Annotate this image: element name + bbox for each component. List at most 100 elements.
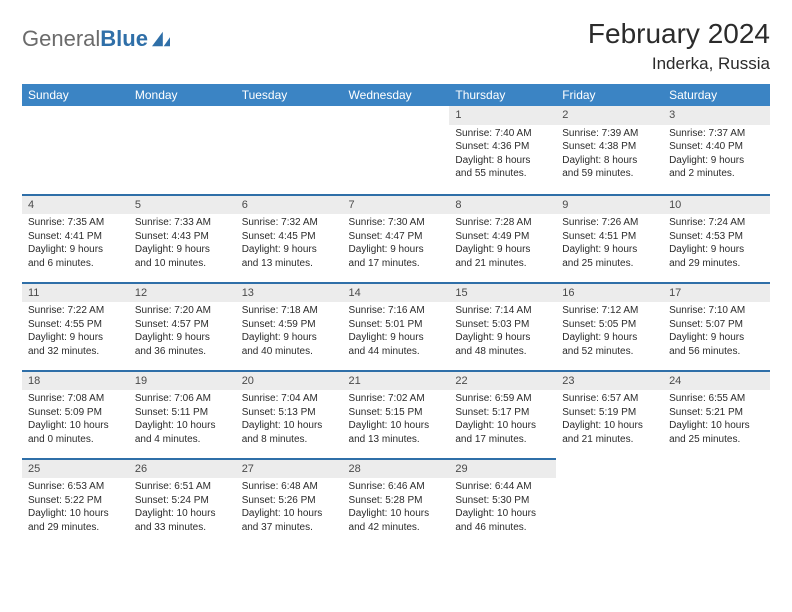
cell-line: Daylight: 9 hours: [349, 243, 444, 257]
day-number: 21: [343, 371, 450, 391]
cell-line: Sunset: 4:59 PM: [242, 318, 337, 332]
cell-line: Sunset: 4:41 PM: [28, 230, 123, 244]
cell-line: Sunrise: 7:24 AM: [669, 216, 764, 230]
cell-line: Daylight: 8 hours: [455, 154, 550, 168]
day-number: 29: [449, 459, 556, 479]
cell-line: Sunrise: 6:59 AM: [455, 392, 550, 406]
cell-line: Daylight: 10 hours: [28, 507, 123, 521]
day-number: 20: [236, 371, 343, 391]
cell-line: Sunrise: 6:53 AM: [28, 480, 123, 494]
calendar-cell: [663, 458, 770, 546]
cell-line: and 36 minutes.: [135, 345, 230, 359]
cell-line: Sunset: 4:57 PM: [135, 318, 230, 332]
cell-line: Sunset: 5:21 PM: [669, 406, 764, 420]
calendar-cell: [22, 106, 129, 194]
cell-line: Daylight: 9 hours: [562, 331, 657, 345]
cell-line: Sunrise: 7:26 AM: [562, 216, 657, 230]
cell-line: Daylight: 9 hours: [135, 243, 230, 257]
brand-part1: General: [22, 26, 100, 51]
cell-line: Daylight: 10 hours: [242, 507, 337, 521]
cell-line: Sunrise: 7:20 AM: [135, 304, 230, 318]
cell-line: Sunset: 4:53 PM: [669, 230, 764, 244]
cell-line: Sunset: 5:24 PM: [135, 494, 230, 508]
cell-line: Daylight: 9 hours: [455, 243, 550, 257]
cell-line: Daylight: 8 hours: [562, 154, 657, 168]
cell-line: and 52 minutes.: [562, 345, 657, 359]
day-number: 26: [129, 459, 236, 479]
day-header: Wednesday: [343, 84, 450, 106]
cell-line: Sunset: 4:36 PM: [455, 140, 550, 154]
day-number: 4: [22, 195, 129, 215]
cell-line: Sunrise: 6:48 AM: [242, 480, 337, 494]
calendar-week: 1Sunrise: 7:40 AMSunset: 4:36 PMDaylight…: [22, 106, 770, 194]
calendar-week: 11Sunrise: 7:22 AMSunset: 4:55 PMDayligh…: [22, 282, 770, 370]
cell-line: and 46 minutes.: [455, 521, 550, 535]
cell-line: and 17 minutes.: [455, 433, 550, 447]
location: Inderka, Russia: [588, 54, 770, 74]
day-number: 8: [449, 195, 556, 215]
calendar-cell: 18Sunrise: 7:08 AMSunset: 5:09 PMDayligh…: [22, 370, 129, 458]
cell-line: Daylight: 9 hours: [28, 243, 123, 257]
cell-line: Sunrise: 7:32 AM: [242, 216, 337, 230]
cell-line: Sunrise: 7:22 AM: [28, 304, 123, 318]
day-number: 15: [449, 283, 556, 303]
cell-line: and 6 minutes.: [28, 257, 123, 271]
cell-line: Daylight: 10 hours: [135, 507, 230, 521]
calendar-cell: 10Sunrise: 7:24 AMSunset: 4:53 PMDayligh…: [663, 194, 770, 282]
cell-line: Sunset: 4:51 PM: [562, 230, 657, 244]
calendar-cell: [556, 458, 663, 546]
cell-line: Sunset: 4:40 PM: [669, 140, 764, 154]
cell-line: Sunrise: 6:51 AM: [135, 480, 230, 494]
cell-line: Sunrise: 7:02 AM: [349, 392, 444, 406]
cell-line: and 37 minutes.: [242, 521, 337, 535]
cell-line: Daylight: 10 hours: [455, 419, 550, 433]
cell-line: and 48 minutes.: [455, 345, 550, 359]
day-number: 24: [663, 371, 770, 391]
cell-line: Sunset: 4:38 PM: [562, 140, 657, 154]
cell-line: Sunset: 4:49 PM: [455, 230, 550, 244]
cell-line: and 25 minutes.: [562, 257, 657, 271]
day-number: 7: [343, 195, 450, 215]
calendar-cell: 15Sunrise: 7:14 AMSunset: 5:03 PMDayligh…: [449, 282, 556, 370]
cell-line: Daylight: 9 hours: [135, 331, 230, 345]
calendar-cell: 21Sunrise: 7:02 AMSunset: 5:15 PMDayligh…: [343, 370, 450, 458]
cell-line: Daylight: 10 hours: [135, 419, 230, 433]
cell-line: Daylight: 9 hours: [242, 243, 337, 257]
day-number: 3: [663, 106, 770, 125]
cell-line: and 25 minutes.: [669, 433, 764, 447]
calendar-cell: 23Sunrise: 6:57 AMSunset: 5:19 PMDayligh…: [556, 370, 663, 458]
cell-line: Daylight: 9 hours: [669, 154, 764, 168]
cell-line: Sunrise: 6:46 AM: [349, 480, 444, 494]
cell-line: and 29 minutes.: [669, 257, 764, 271]
calendar-week: 25Sunrise: 6:53 AMSunset: 5:22 PMDayligh…: [22, 458, 770, 546]
cell-line: Sunrise: 7:18 AM: [242, 304, 337, 318]
day-header: Friday: [556, 84, 663, 106]
cell-line: Sunrise: 7:39 AM: [562, 127, 657, 141]
cell-line: Sunset: 5:05 PM: [562, 318, 657, 332]
cell-line: Sunset: 4:47 PM: [349, 230, 444, 244]
calendar-cell: 9Sunrise: 7:26 AMSunset: 4:51 PMDaylight…: [556, 194, 663, 282]
cell-line: and 10 minutes.: [135, 257, 230, 271]
cell-line: and 42 minutes.: [349, 521, 444, 535]
calendar-cell: 5Sunrise: 7:33 AMSunset: 4:43 PMDaylight…: [129, 194, 236, 282]
calendar-header-row: SundayMondayTuesdayWednesdayThursdayFrid…: [22, 84, 770, 106]
calendar-week: 18Sunrise: 7:08 AMSunset: 5:09 PMDayligh…: [22, 370, 770, 458]
cell-line: Sunset: 5:17 PM: [455, 406, 550, 420]
title-block: February 2024 Inderka, Russia: [588, 18, 770, 74]
cell-line: Sunset: 5:09 PM: [28, 406, 123, 420]
cell-line: and 4 minutes.: [135, 433, 230, 447]
cell-line: and 29 minutes.: [28, 521, 123, 535]
day-header: Monday: [129, 84, 236, 106]
day-number: 18: [22, 371, 129, 391]
calendar-cell: 2Sunrise: 7:39 AMSunset: 4:38 PMDaylight…: [556, 106, 663, 194]
day-header: Tuesday: [236, 84, 343, 106]
calendar-cell: 19Sunrise: 7:06 AMSunset: 5:11 PMDayligh…: [129, 370, 236, 458]
cell-line: and 40 minutes.: [242, 345, 337, 359]
cell-line: Daylight: 10 hours: [562, 419, 657, 433]
cell-line: Sunset: 5:28 PM: [349, 494, 444, 508]
calendar-cell: 16Sunrise: 7:12 AMSunset: 5:05 PMDayligh…: [556, 282, 663, 370]
month-title: February 2024: [588, 18, 770, 50]
cell-line: Sunset: 5:13 PM: [242, 406, 337, 420]
cell-line: Daylight: 10 hours: [28, 419, 123, 433]
calendar-cell: 22Sunrise: 6:59 AMSunset: 5:17 PMDayligh…: [449, 370, 556, 458]
